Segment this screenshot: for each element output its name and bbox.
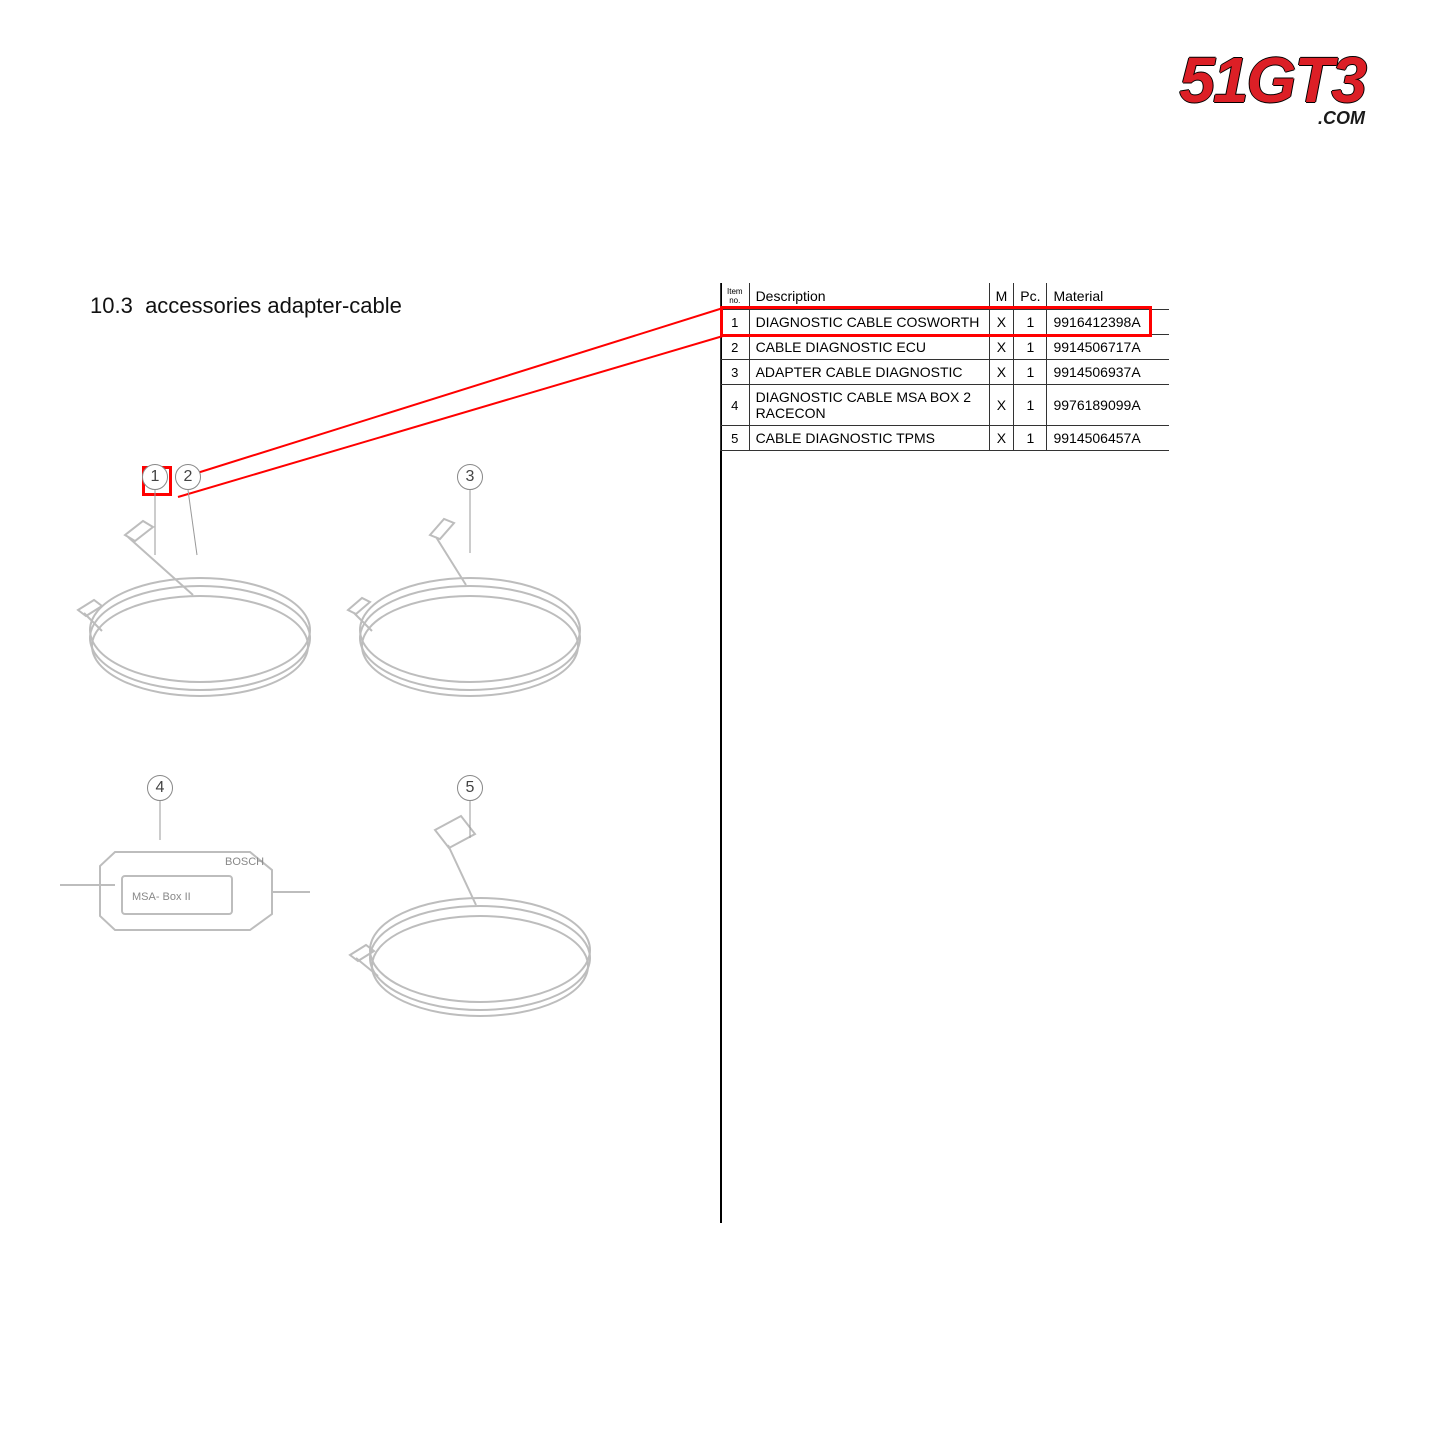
- table-row: 5 CABLE DIAGNOSTIC TPMS X 1 9914506457A: [721, 426, 1169, 451]
- cable-item-5-icon: [340, 805, 600, 1025]
- cell-pc: 1: [1014, 310, 1047, 335]
- item-label-5: 5: [457, 775, 483, 801]
- parts-table: Item no. Description M Pc. Material 1 DI…: [720, 283, 1169, 451]
- cell-m: X: [989, 385, 1014, 426]
- cell-pc: 1: [1014, 385, 1047, 426]
- msa-box-item-4-icon: BOSCH MSA- Box II: [60, 830, 310, 950]
- item-label-4-text: 4: [156, 779, 165, 797]
- site-logo: 51GT3 .COM: [1179, 48, 1365, 129]
- cell-item: 2: [721, 335, 750, 360]
- cell-desc: CABLE DIAGNOSTIC TPMS: [749, 426, 989, 451]
- cell-material: 9916412398A: [1047, 310, 1169, 335]
- cell-item: 3: [721, 360, 750, 385]
- cell-material: 9914506937A: [1047, 360, 1169, 385]
- cell-desc: CABLE DIAGNOSTIC ECU: [749, 335, 989, 360]
- callout-line-bottom: [178, 336, 723, 497]
- item-label-1-text: 1: [151, 468, 160, 486]
- cell-m: X: [989, 310, 1014, 335]
- msa-box-label: MSA- Box II: [132, 891, 191, 903]
- cell-desc: ADAPTER CABLE DIAGNOSTIC: [749, 360, 989, 385]
- cell-desc: DIAGNOSTIC CABLE COSWORTH: [749, 310, 989, 335]
- leaders-svg: [0, 0, 1445, 1445]
- table-header-row: Item no. Description M Pc. Material: [721, 283, 1169, 310]
- cell-m: X: [989, 335, 1014, 360]
- header-pc: Pc.: [1014, 283, 1047, 310]
- cell-material: 9914506457A: [1047, 426, 1169, 451]
- item-label-5-text: 5: [466, 779, 475, 797]
- table-row: 3 ADAPTER CABLE DIAGNOSTIC X 1 991450693…: [721, 360, 1169, 385]
- item-label-3-text: 3: [466, 468, 475, 486]
- table-row: 1 DIAGNOSTIC CABLE COSWORTH X 1 99164123…: [721, 310, 1169, 335]
- cell-item: 4: [721, 385, 750, 426]
- section-name: accessories adapter-cable: [145, 293, 402, 318]
- cell-item: 5: [721, 426, 750, 451]
- item-label-2: 2: [175, 464, 201, 490]
- cell-desc: DIAGNOSTIC CABLE MSA BOX 2 RACECON: [749, 385, 989, 426]
- item-label-4: 4: [147, 775, 173, 801]
- cell-material: 9976189099A: [1047, 385, 1169, 426]
- table-row: 2 CABLE DIAGNOSTIC ECU X 1 9914506717A: [721, 335, 1169, 360]
- callout-svg: [0, 0, 1445, 1445]
- header-item-no: Item no.: [721, 283, 750, 310]
- cell-pc: 1: [1014, 360, 1047, 385]
- item-label-2-text: 2: [184, 468, 193, 486]
- header-description: Description: [749, 283, 989, 310]
- header-m: M: [989, 283, 1014, 310]
- cable-item-3-icon: [340, 495, 600, 715]
- cable-item-1-2-icon: [70, 495, 330, 715]
- cell-pc: 1: [1014, 335, 1047, 360]
- parts-table-body: 1 DIAGNOSTIC CABLE COSWORTH X 1 99164123…: [721, 310, 1169, 451]
- section-title: 10.3 accessories adapter-cable: [90, 293, 402, 319]
- item-label-1: 1: [142, 464, 168, 490]
- section-number: 10.3: [90, 293, 133, 318]
- logo-main: 51GT3: [1179, 48, 1365, 112]
- cell-pc: 1: [1014, 426, 1047, 451]
- cell-material: 9914506717A: [1047, 335, 1169, 360]
- msa-box-brand: BOSCH: [225, 856, 264, 868]
- header-material: Material: [1047, 283, 1169, 310]
- cell-m: X: [989, 360, 1014, 385]
- callout-line-top: [178, 308, 723, 479]
- table-row: 4 DIAGNOSTIC CABLE MSA BOX 2 RACECON X 1…: [721, 385, 1169, 426]
- item-label-3: 3: [457, 464, 483, 490]
- cell-item: 1: [721, 310, 750, 335]
- cell-m: X: [989, 426, 1014, 451]
